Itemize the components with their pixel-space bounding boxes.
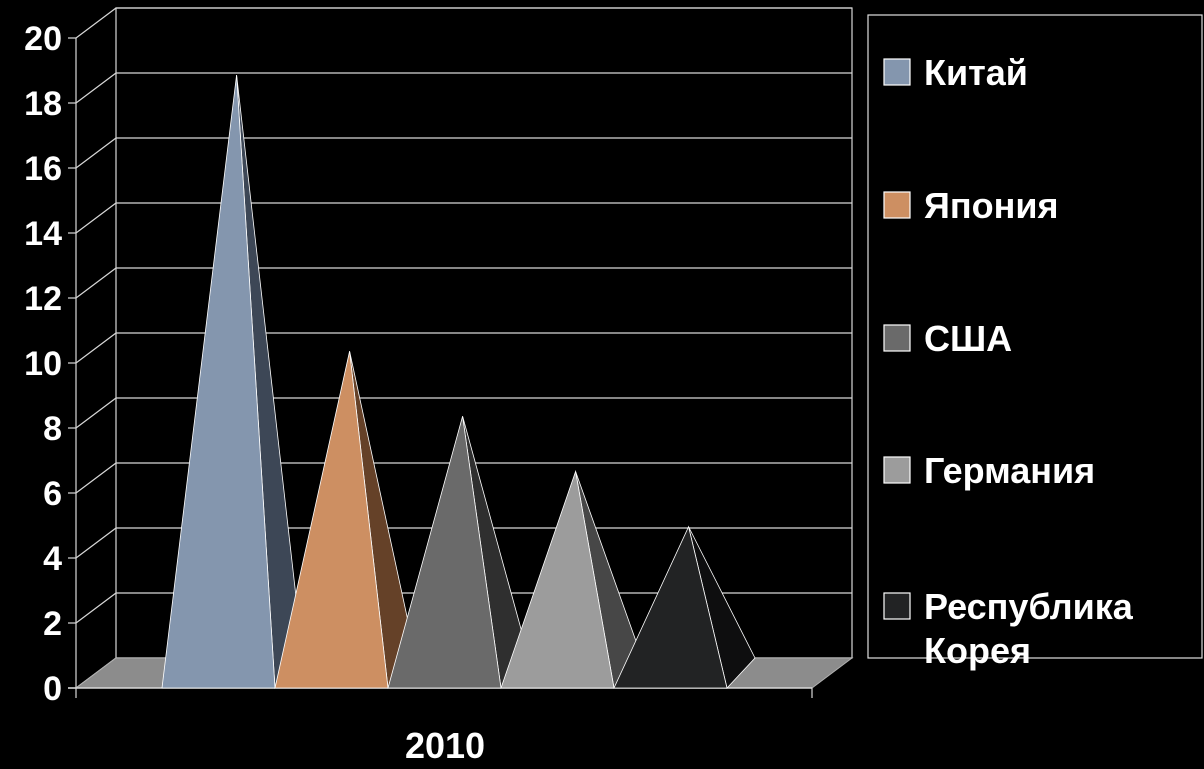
y-tick-label: 2 [43, 605, 62, 643]
y-tick-label: 18 [24, 85, 62, 123]
legend-box [867, 14, 1203, 659]
gridline [75, 462, 852, 494]
y-tick-label: 4 [43, 540, 62, 578]
legend-label-1: Китай [924, 52, 1028, 93]
y-tick-label: 0 [43, 670, 62, 708]
legend-label-2: Япония [924, 185, 1059, 226]
legend-swatch-5 [883, 592, 911, 620]
bar-4 [500, 469, 615, 689]
bar-1 [161, 74, 276, 689]
gridline [75, 137, 852, 169]
y-tick-label: 8 [43, 410, 62, 448]
legend-label-5: Республика Корея [924, 586, 1134, 671]
legend-swatch-2 [883, 191, 911, 219]
x-tick-label: 2010 [405, 725, 485, 764]
y-tick-label: 20 [24, 20, 62, 58]
gridline [75, 202, 852, 234]
y-tick-label: 6 [43, 475, 62, 513]
gridline [75, 7, 852, 39]
bar-5 [613, 525, 728, 689]
legend-label-line: Республика [924, 586, 1134, 627]
y-tick-label: 10 [24, 345, 62, 383]
legend-label-4: Германия [924, 450, 1095, 491]
gridline [75, 527, 852, 559]
legend-swatch-1 [883, 58, 911, 86]
plot-area: 0 2 4 6 8 10 12 14 16 18 20 2010 [24, 7, 854, 766]
bar-2 [274, 351, 389, 689]
gridline [75, 332, 852, 364]
legend-label-line: Корея [924, 630, 1031, 671]
y-tick-label: 12 [24, 280, 62, 318]
legend: Китай Япония США Германия Республика Корея [867, 14, 1203, 671]
legend-swatch-4 [883, 456, 911, 484]
legend-label-3: США [924, 318, 1012, 359]
y-tick-label: 16 [24, 150, 62, 188]
gridline [75, 72, 852, 104]
legend-swatch-3 [883, 324, 911, 352]
y-tick-label: 14 [24, 215, 62, 253]
gridline [75, 267, 852, 299]
bar-3 [387, 416, 502, 689]
gridline [75, 397, 852, 429]
